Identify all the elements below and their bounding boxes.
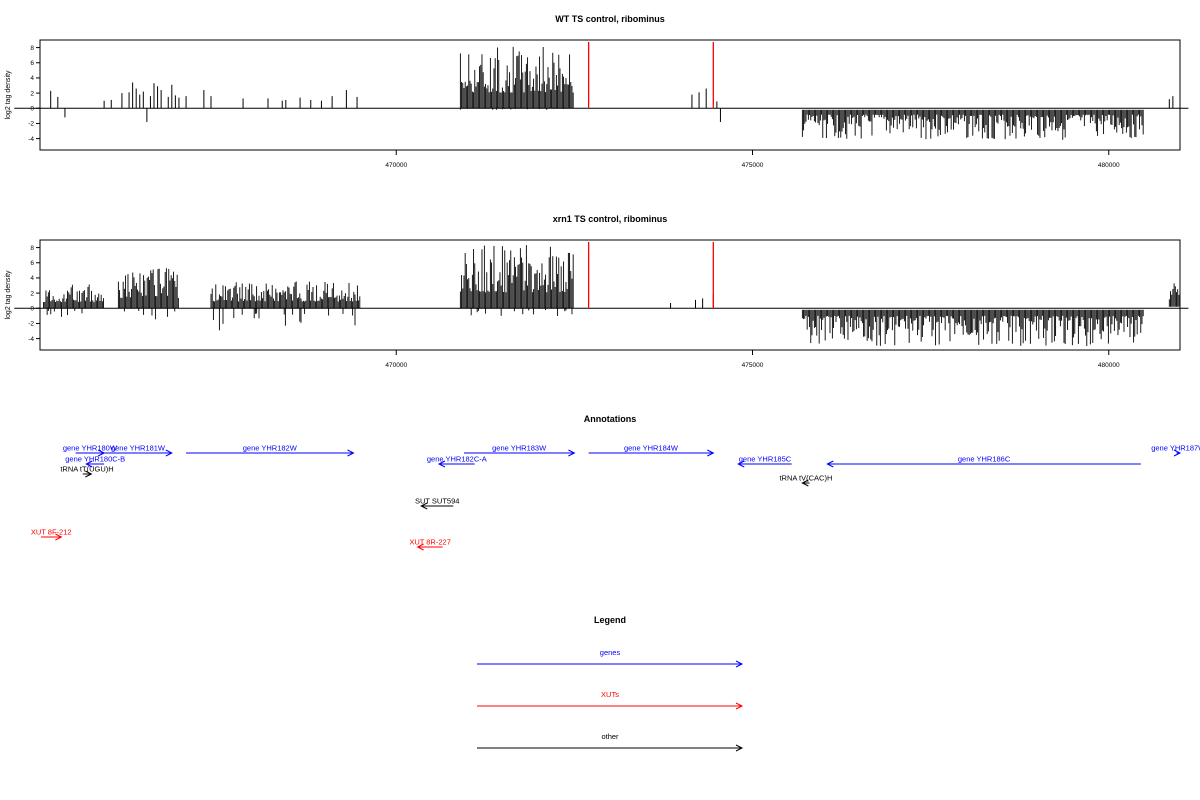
annotation-feature: tRNA tT(UGU)H (60, 465, 114, 478)
annotation-feature: gene YHR184W (588, 444, 715, 457)
feature-arrowhead (85, 470, 93, 478)
annotation-feature: XUT 8F-212 (31, 528, 72, 541)
feature-arrowhead (55, 533, 63, 541)
legend-arrowhead (735, 744, 744, 752)
feature-arrowhead (416, 543, 424, 551)
feature-label: gene YHR182W (243, 444, 298, 453)
y-tick-label: 0 (30, 106, 34, 113)
feature-label: XUT 8F-212 (31, 528, 72, 537)
x-tick-label: 475000 (742, 362, 764, 369)
feature-label: gene YHR186C (958, 455, 1011, 464)
feature-arrowhead (85, 460, 93, 468)
y-axis-label-group: log2 tag density (5, 70, 12, 120)
y-tick-label: 6 (30, 60, 34, 67)
feature-label: tRNA tV(CAC)H (779, 474, 832, 483)
annotation-feature: gene YHR185C (737, 455, 792, 468)
legend-title: Legend (594, 615, 626, 625)
legend-label: genes (600, 648, 621, 657)
annotation-feature: gene YHR187W (1151, 444, 1200, 457)
feature-label: gene YHR180C-B (65, 455, 125, 464)
feature-arrowhead (437, 460, 446, 468)
feature-arrowhead (1173, 449, 1182, 457)
legend-item: genes (477, 648, 744, 668)
y-axis: -4 -2 0 2 4 6 8 (28, 45, 41, 143)
annotation-feature: SUT SUT594 (415, 497, 459, 510)
y-tick-label: 8 (30, 45, 34, 52)
x-axis: 470000 475000 480000 (385, 350, 1120, 369)
x-tick-label: 480000 (1098, 362, 1120, 369)
y-axis-label: log2 tag density (5, 70, 12, 120)
annotation-feature: gene YHR182C-A (427, 455, 487, 468)
y-tick-label: 4 (30, 275, 34, 282)
annotation-feature: gene YHR180C-B (65, 455, 125, 468)
panel-title: WT TS control, ribominus (555, 14, 665, 24)
legend-item: XUTs (477, 690, 744, 710)
y-tick-label: -4 (28, 336, 34, 343)
annotation-feature: gene YHR186C (826, 455, 1141, 468)
annotation-feature: XUT 8R-227 (409, 538, 451, 551)
legend-items: genes XUTs other (477, 648, 744, 752)
annotation-feature: gene YHR181W (104, 444, 173, 457)
x-tick-label: 470000 (385, 362, 407, 369)
annotation-feature: tRNA tV(CAC)H (779, 474, 832, 487)
annotations-title: Annotations (584, 414, 637, 424)
feature-label: gene YHR187W (1151, 444, 1200, 453)
feature-arrowhead (568, 449, 576, 457)
feature-label: gene YHR183W (492, 444, 547, 453)
feature-label: gene YHR182C-A (427, 455, 487, 464)
feature-arrowhead (707, 449, 715, 457)
legend: Legend genes XUTs other (477, 615, 744, 752)
annotation-feature: gene YHR182W (186, 444, 355, 457)
x-axis: 470000 475000 480000 (385, 150, 1120, 169)
y-tick-label: -4 (28, 136, 34, 143)
legend-label: other (601, 732, 619, 741)
plot-frame (39, 39, 1181, 151)
feature-label: gene YHR180W (63, 444, 118, 453)
y-tick-label: 8 (30, 245, 34, 252)
feature-arrowhead (801, 479, 809, 487)
x-tick-label: 480000 (1098, 162, 1120, 169)
feature-label: gene YHR181W (111, 444, 166, 453)
y-tick-label: 2 (30, 90, 34, 97)
annotation-feature: gene YHR183W (463, 444, 576, 457)
marker-layer (587, 242, 714, 309)
y-tick-label: -2 (28, 121, 34, 128)
y-tick-label: 2 (30, 290, 34, 297)
feature-arrowhead (737, 460, 745, 468)
feature-arrowhead (826, 460, 834, 468)
y-tick-label: 4 (30, 75, 34, 82)
legend-item: other (477, 732, 744, 752)
panel-title: xrn1 TS control, ribominus (553, 214, 668, 224)
y-tick-label: 6 (30, 260, 34, 267)
feature-arrowhead (165, 449, 173, 457)
y-axis-label: log2 tag density (5, 270, 12, 320)
feature-arrowhead (347, 449, 355, 457)
feature-arrowhead (420, 502, 428, 510)
bar-layer (43, 245, 1180, 347)
y-tick-label: 0 (30, 306, 34, 313)
feature-label: XUT 8R-227 (409, 538, 451, 547)
x-tick-label: 470000 (385, 162, 407, 169)
y-axis: -4 -2 0 2 4 6 8 (28, 245, 41, 343)
feature-label: gene YHR185C (739, 455, 792, 464)
y-tick-label: -2 (28, 321, 34, 328)
x-tick-label: 475000 (742, 162, 764, 169)
bar-layer (50, 46, 1174, 140)
marker-layer (587, 42, 714, 109)
panel-xrn1: xrn1 TS control, ribominus log2 tag dens… (5, 214, 1189, 369)
legend-arrowhead (735, 702, 744, 710)
feature-label: SUT SUT594 (415, 497, 459, 506)
legend-label: XUTs (601, 690, 619, 699)
feature-label: tRNA tT(UGU)H (60, 465, 113, 474)
panel-wt: WT TS control, ribominus log2 tag densit… (5, 14, 1189, 169)
y-axis-label-group: log2 tag density (5, 270, 12, 320)
legend-arrowhead (735, 660, 744, 668)
feature-label: gene YHR184W (624, 444, 679, 453)
